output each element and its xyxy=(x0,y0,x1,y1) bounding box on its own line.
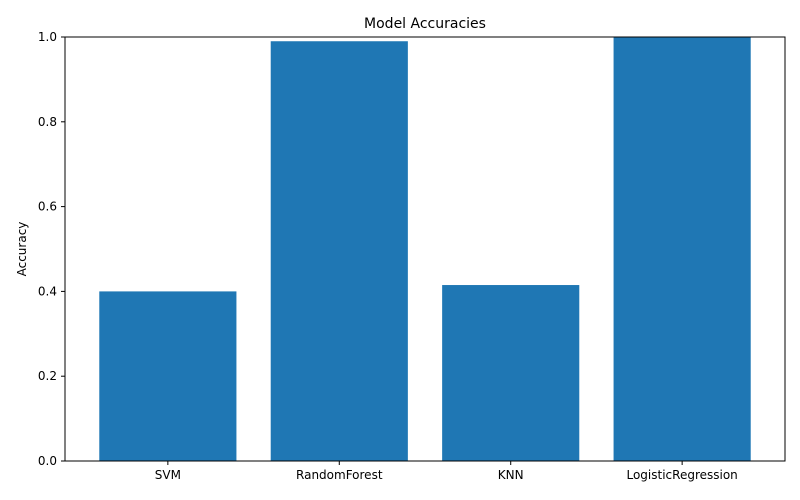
bar-logisticregression xyxy=(613,37,751,461)
x-tick-label: SVM xyxy=(155,468,181,482)
bar-randomforest xyxy=(270,41,408,462)
y-tick-label: 0.0 xyxy=(38,454,57,468)
bar-knn xyxy=(442,285,580,461)
x-ticks: SVM RandomForest KNN LogisticRegression xyxy=(155,461,738,482)
bars xyxy=(99,37,751,462)
x-tick-label: LogisticRegression xyxy=(626,468,737,482)
y-axis-label: Accuracy xyxy=(15,222,29,277)
y-tick-label: 1.0 xyxy=(38,30,57,44)
y-tick-label: 0.4 xyxy=(38,284,57,298)
y-tick-label: 0.2 xyxy=(38,369,57,383)
bar-svm xyxy=(99,291,237,461)
y-ticks: 0.0 0.2 0.4 0.6 0.8 1.0 xyxy=(38,30,65,468)
x-tick-label: RandomForest xyxy=(296,468,383,482)
x-tick-label: KNN xyxy=(498,468,524,482)
y-tick-label: 0.8 xyxy=(38,115,57,129)
chart-title: Model Accuracies xyxy=(364,16,486,32)
y-tick-label: 0.6 xyxy=(38,200,57,214)
plot-area-frame xyxy=(64,36,786,462)
